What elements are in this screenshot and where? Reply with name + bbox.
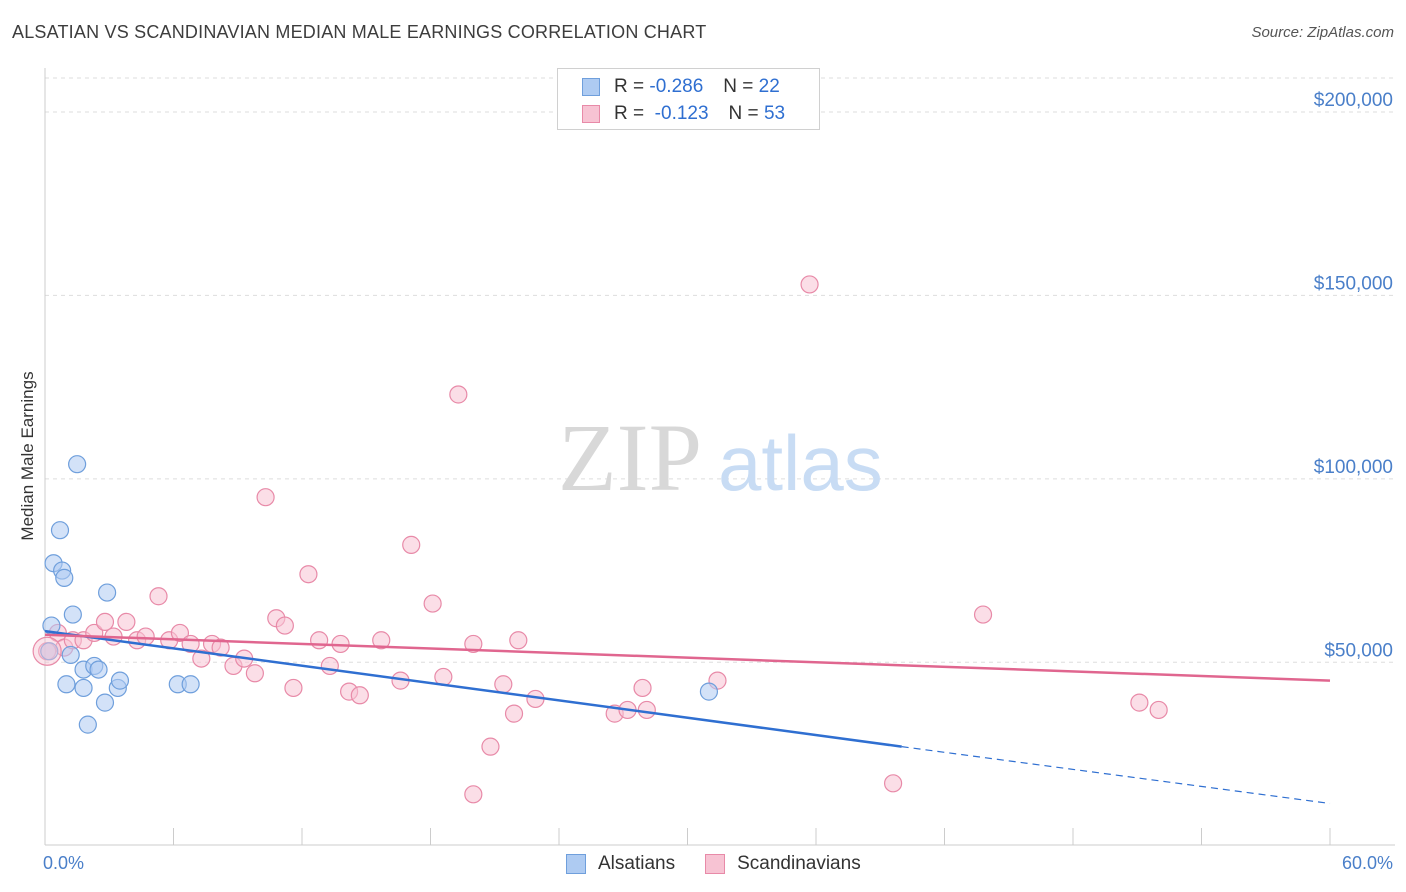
alsatian-point [78, 715, 97, 734]
y-tick-label: $150,000 [1314, 273, 1393, 294]
legend-row-alsatians: R = -0.286 N = 22 [582, 76, 780, 98]
alsatian-point [89, 660, 108, 679]
scandinavian-point [883, 774, 903, 793]
scandinavian-point [284, 678, 303, 698]
legend-n-label: N = [723, 76, 754, 97]
alsatian-point [98, 583, 117, 602]
scandinavian-point [170, 623, 190, 643]
series-legend: Alsatians Scandinavians [566, 852, 891, 876]
alsatian-point [40, 642, 59, 661]
scandinavian-point [800, 275, 819, 294]
source-label: Source: ZipAtlas.com [1251, 24, 1394, 41]
data-points [32, 275, 1168, 804]
legend-item-scandinavians: Scandinavians [705, 853, 861, 875]
alsatian-swatch [582, 78, 600, 96]
scandinavian-point [1149, 700, 1168, 720]
scandinavian-point [509, 631, 528, 650]
legend-r-value: -0.286 [649, 76, 704, 97]
alsatian-point [95, 693, 115, 712]
watermark-zip: ZIP [558, 404, 702, 511]
alsatian-point [50, 521, 70, 540]
legend-n-value: 22 [758, 76, 780, 97]
scandinavian-point [275, 616, 294, 635]
scandinavian-point [95, 612, 115, 632]
scandinavian-trend-line [44, 633, 1331, 682]
scandinavian-legend-swatch [705, 854, 726, 874]
scandinavian-point [423, 594, 442, 613]
scandinavian-point [350, 686, 369, 705]
alsatian-point [61, 645, 80, 665]
alsatian-trend-line [901, 746, 1331, 805]
alsatian-point [181, 675, 200, 694]
alsatian-legend-label: Alsatians [598, 853, 676, 874]
alsatian-point [74, 678, 93, 698]
alsatian-point [699, 682, 719, 701]
watermark-atlas: atlas [718, 419, 883, 507]
legend-row-scandinavians: R = -0.123 N = 53 [582, 103, 785, 125]
scandinavian-point [633, 678, 652, 698]
scandinavian-point [256, 488, 275, 507]
scandinavian-point [494, 675, 513, 694]
scandinavian-point [149, 587, 168, 606]
scandinavian-point [449, 385, 468, 404]
x-tick-label-max: 60.0% [1342, 853, 1393, 873]
alsatian-legend-swatch [566, 854, 586, 874]
scandinavian-point [310, 631, 329, 650]
x-tick-label-min: 0.0% [43, 853, 84, 873]
scandinavian-point [1130, 693, 1149, 712]
legend-r-label: R = [614, 103, 645, 124]
scandinavian-point [372, 631, 391, 650]
scandinavian-point [481, 737, 500, 756]
alsatian-point [55, 568, 74, 587]
trend-lines [44, 629, 1331, 805]
alsatian-point [68, 455, 87, 474]
y-tick-label: $50,000 [1324, 640, 1393, 661]
scandinavian-point [117, 612, 136, 632]
gridlines [45, 77, 1395, 663]
scandinavian-legend-label: Scandinavians [737, 853, 861, 874]
y-axis-title: Median Male Earnings [18, 371, 37, 540]
scandinavian-point [245, 664, 264, 683]
correlation-legend: R = -0.286 N = 22 R = -0.123 N = 53 [557, 68, 820, 130]
scandinavian-point [320, 656, 339, 676]
scandinavian-point [136, 627, 155, 646]
alsatian-point [63, 605, 82, 624]
scandinavian-point [504, 704, 524, 723]
legend-r-value: -0.123 [654, 103, 709, 124]
alsatian-point [110, 671, 130, 690]
scandinavian-swatch [582, 105, 600, 123]
scandinavian-point [973, 605, 993, 624]
scandinavian-point [464, 785, 483, 804]
legend-n-value: 53 [763, 103, 786, 124]
scandinavian-point [211, 638, 230, 657]
axes [44, 68, 1395, 846]
legend-item-alsatians: Alsatians [566, 853, 675, 875]
legend-n-label: N = [728, 103, 759, 124]
scandinavian-point [32, 636, 62, 666]
alsatian-trend-line [44, 629, 902, 748]
y-tick-label: $100,000 [1314, 457, 1393, 478]
scandinavian-point [299, 565, 318, 584]
scandinavian-point [637, 700, 656, 720]
chart-title: ALSATIAN VS SCANDINAVIAN MEDIAN MALE EAR… [12, 22, 707, 42]
y-tick-label: $200,000 [1314, 90, 1393, 111]
scandinavian-point [464, 634, 483, 654]
scandinavian-point [402, 535, 421, 554]
legend-r-label: R = [614, 76, 645, 97]
scandinavian-point [192, 649, 211, 668]
alsatian-point [57, 675, 76, 694]
tick-labels: $50,000 $100,000 $150,000 $200,000 0.0% 60.0% [43, 90, 1393, 873]
